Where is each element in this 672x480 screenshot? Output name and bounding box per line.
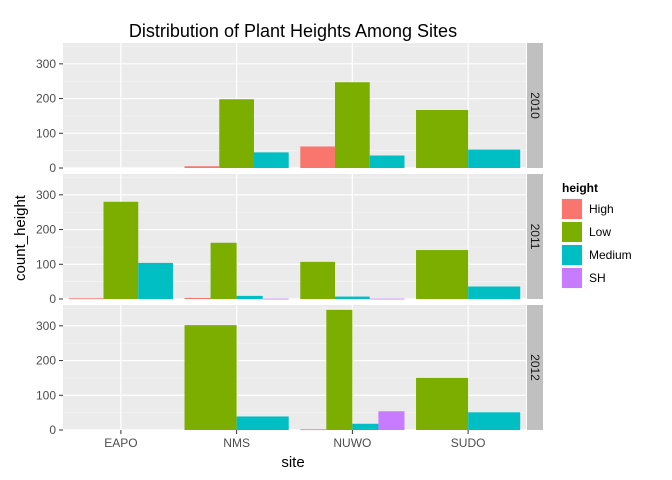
legend-title: height bbox=[562, 181, 598, 195]
y-tick-label: 200 bbox=[36, 92, 56, 106]
panel-2011: 0 100 200 300 2011 bbox=[36, 174, 543, 306]
facet-label-2011: 2011 bbox=[528, 224, 542, 250]
bar-2011-NUWO-Medium bbox=[335, 296, 370, 299]
y-tick-label: 300 bbox=[36, 188, 56, 202]
bar-2010-SUDO-Medium bbox=[468, 149, 521, 168]
legend-label-Medium: Medium bbox=[589, 248, 632, 262]
bar-2012-NUWO-High bbox=[300, 429, 327, 431]
panel-2012: 0 100 200 300 2012 bbox=[36, 305, 543, 437]
legend-label-Low: Low bbox=[589, 225, 611, 239]
y-tick-label: 0 bbox=[49, 423, 56, 437]
bar-2010-NMS-High bbox=[184, 166, 220, 168]
bar-2012-NMS-Low bbox=[184, 325, 237, 430]
chart-panels: 0 100 200 300 2010 0 100 200 300 2011 0 100 200 300 20… bbox=[36, 43, 543, 437]
facet-strip bbox=[527, 43, 543, 168]
x-tick-label: EAPO bbox=[104, 436, 137, 450]
bar-2011-EAPO-Medium bbox=[138, 262, 173, 299]
legend-swatch-Medium bbox=[562, 245, 582, 265]
facet-label-2010: 2010 bbox=[528, 92, 542, 119]
x-axis: EAPO NMS NUWO SUDO bbox=[104, 430, 485, 450]
bar-2010-NUWO-Medium bbox=[369, 155, 405, 168]
y-tick-label: 100 bbox=[36, 126, 56, 140]
bar-2011-NMS-Low bbox=[210, 242, 237, 299]
bar-2011-SUDO-Medium bbox=[468, 286, 521, 299]
legend-swatch-SH bbox=[562, 268, 582, 288]
y-tick-label: 0 bbox=[49, 161, 56, 175]
bar-2010-NUWO-Low bbox=[335, 82, 370, 168]
x-tick-label: NMS bbox=[223, 436, 250, 450]
bar-2011-NUWO-Low bbox=[300, 261, 336, 299]
bar-2011-NUWO-SH bbox=[369, 298, 405, 300]
facet-label-2012: 2012 bbox=[528, 354, 542, 381]
legend-label-High: High bbox=[589, 202, 614, 216]
legend: height High Low Medium SH bbox=[560, 181, 632, 290]
bar-2011-EAPO-Low bbox=[103, 201, 139, 299]
bar-2012-SUDO-Medium bbox=[468, 412, 521, 430]
bar-2012-NUWO-Medium bbox=[352, 423, 379, 430]
y-tick-label: 200 bbox=[36, 223, 56, 237]
bar-2012-NUWO-Low bbox=[326, 309, 353, 430]
legend-swatch-Low bbox=[562, 222, 582, 242]
y-tick-label: 300 bbox=[36, 319, 56, 333]
bar-2010-NUWO-High bbox=[300, 146, 336, 168]
bar-2012-SUDO-Low bbox=[416, 377, 469, 430]
bar-2011-NMS-High bbox=[184, 297, 211, 299]
bar-2012-NUWO-SH bbox=[378, 411, 405, 430]
y-tick-label: 0 bbox=[49, 292, 56, 306]
bar-2010-NMS-Low bbox=[219, 99, 254, 168]
panel-2010: 0 100 200 300 2010 bbox=[36, 43, 543, 175]
bar-2010-SUDO-Low bbox=[416, 110, 469, 168]
facet-strip bbox=[527, 174, 543, 299]
y-tick-label: 100 bbox=[36, 257, 56, 271]
x-axis-title: site bbox=[281, 454, 304, 471]
y-tick-label: 300 bbox=[36, 57, 56, 71]
x-tick-label: SUDO bbox=[451, 436, 486, 450]
y-tick-label: 100 bbox=[36, 388, 56, 402]
bar-2011-NMS-Medium bbox=[236, 295, 263, 299]
chart-title: Distribution of Plant Heights Among Site… bbox=[129, 21, 457, 41]
y-tick-label: 200 bbox=[36, 354, 56, 368]
bar-2011-NMS-SH bbox=[262, 298, 289, 300]
legend-label-SH: SH bbox=[589, 271, 606, 285]
bar-2012-NMS-Medium bbox=[236, 416, 289, 430]
y-axis-title: count_height bbox=[12, 194, 29, 281]
legend-swatch-High bbox=[562, 199, 582, 219]
bar-2010-NMS-Medium bbox=[253, 152, 289, 168]
bar-2011-SUDO-Low bbox=[416, 250, 469, 299]
facet-strip bbox=[527, 305, 543, 430]
x-tick-label: NUWO bbox=[333, 436, 371, 450]
bar-2011-EAPO-High bbox=[68, 298, 104, 300]
